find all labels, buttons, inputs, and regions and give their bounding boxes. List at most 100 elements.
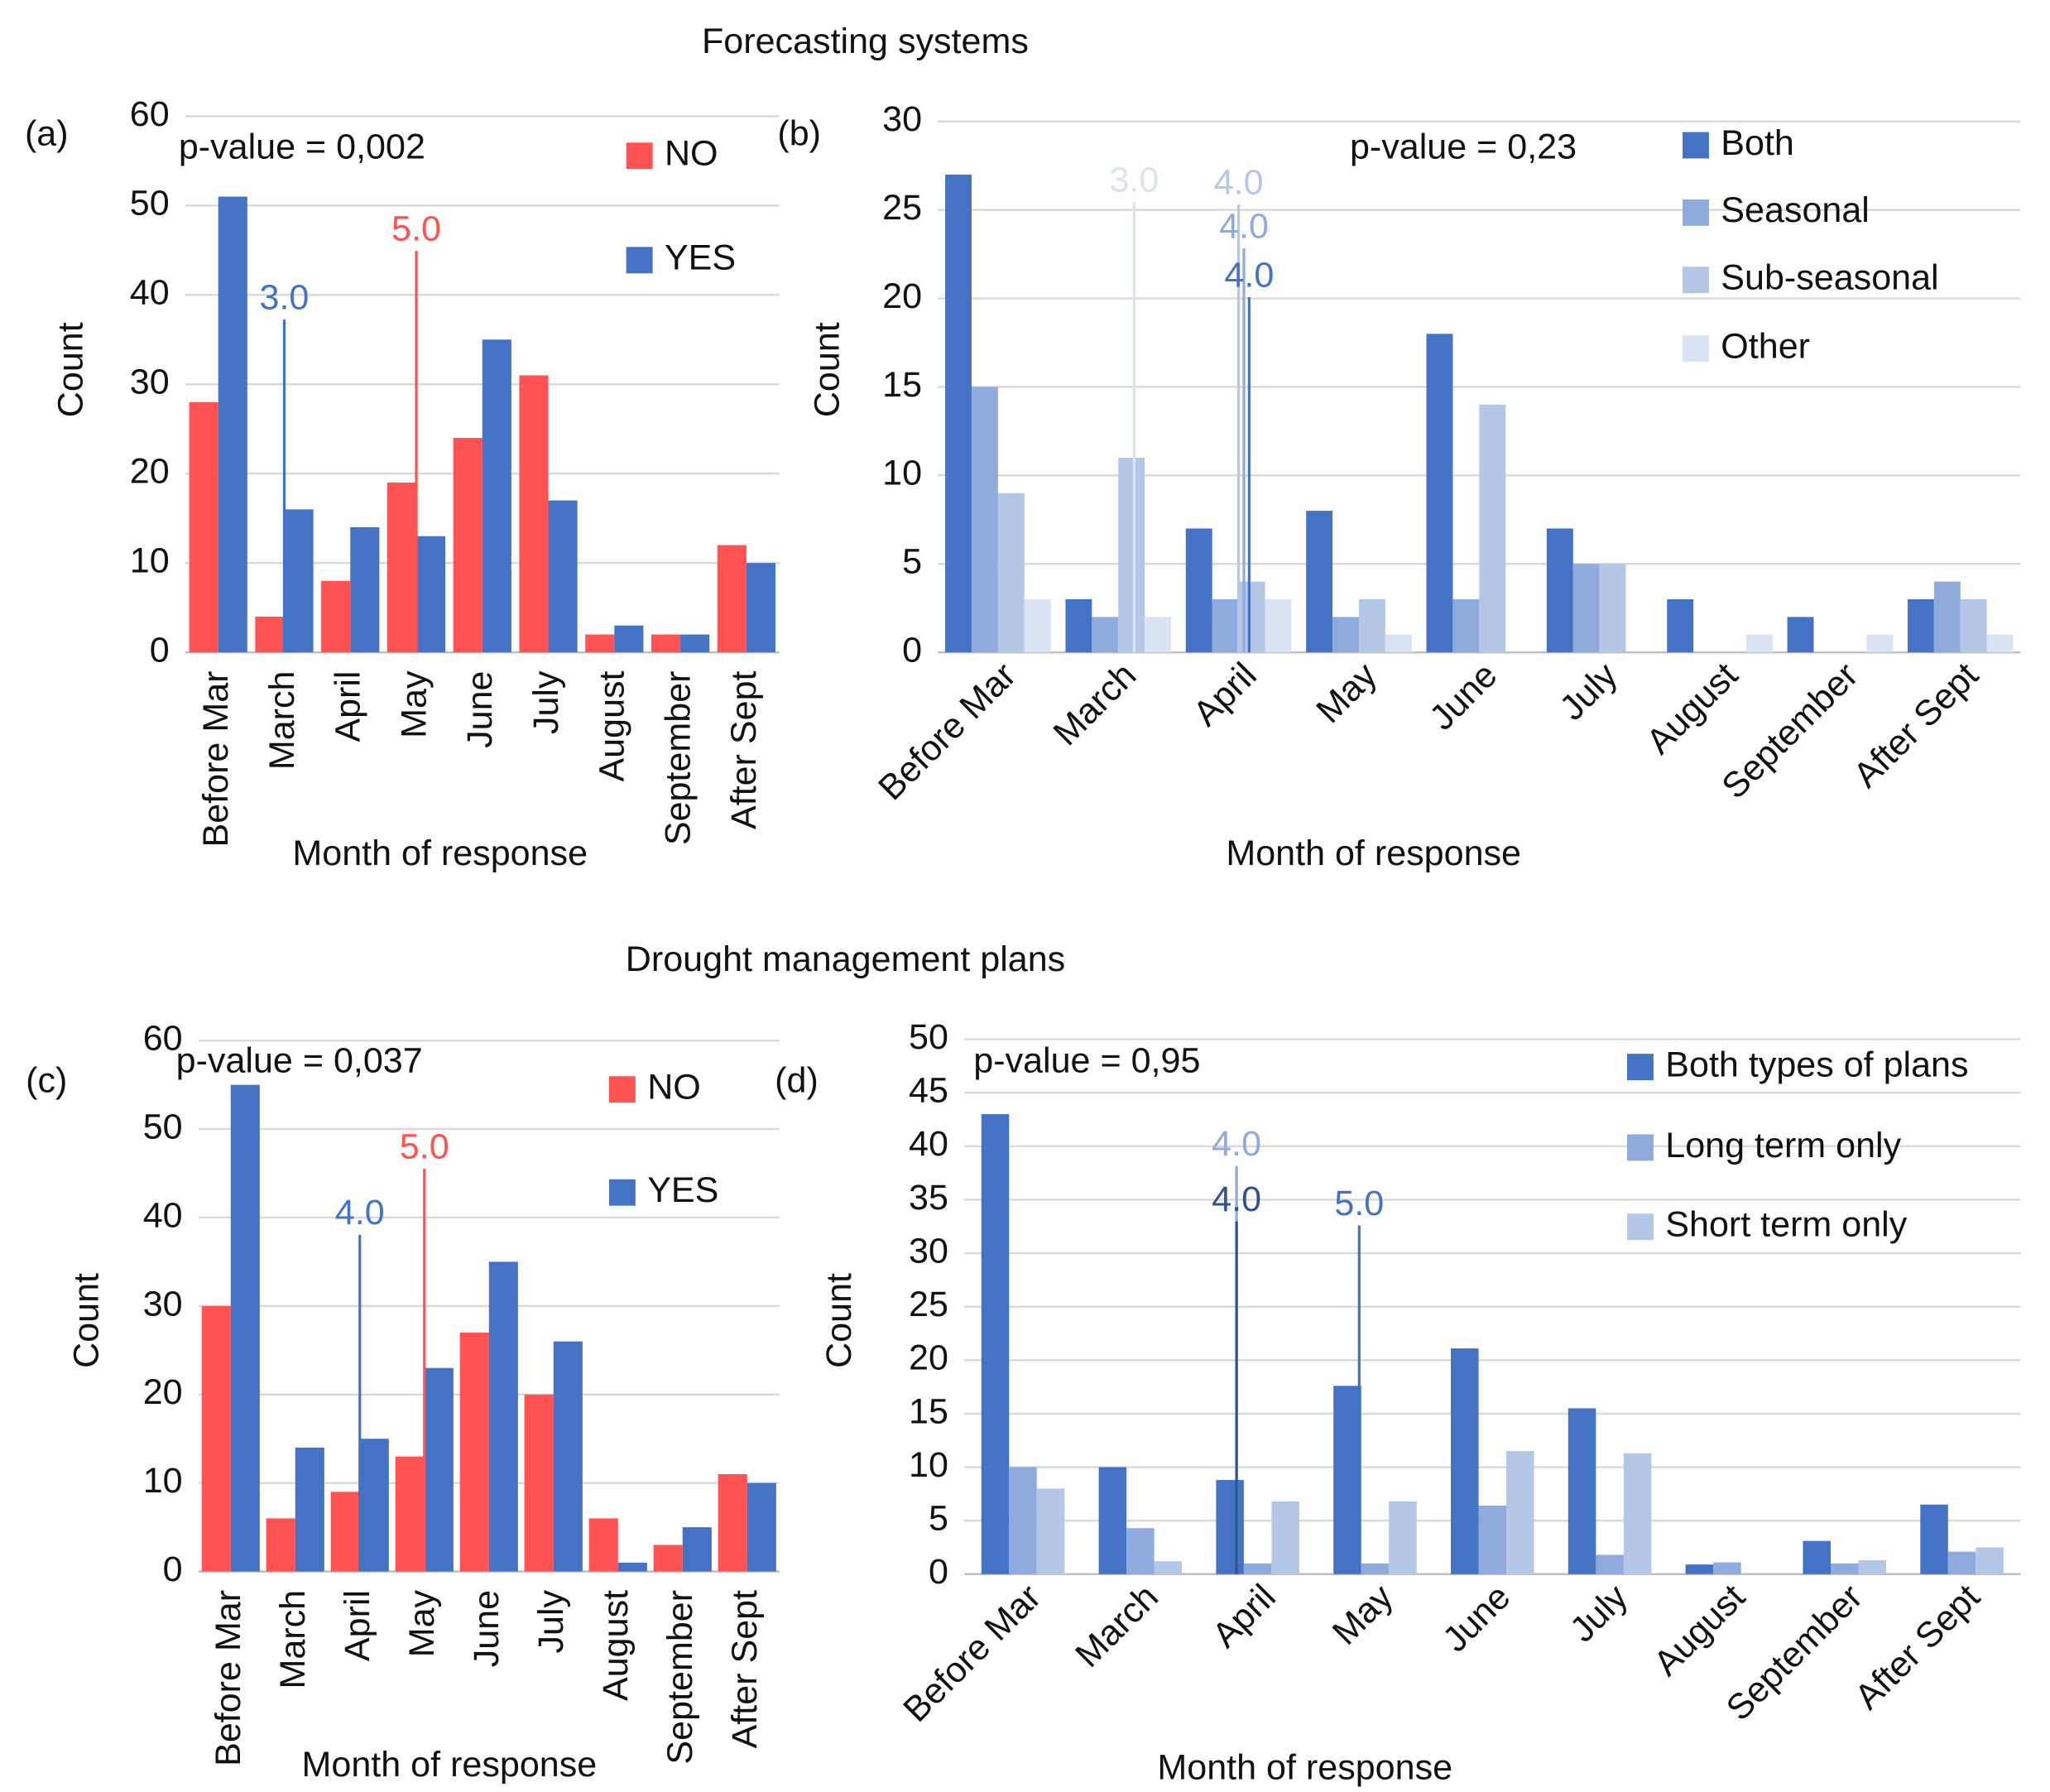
x-tick-label: After Sept (725, 1590, 765, 1749)
bar (1092, 617, 1119, 653)
y-tick-label: 10 (143, 1461, 183, 1501)
annotation: p-value = 0,23 (1350, 127, 1577, 167)
y-tick-label: 60 (130, 94, 170, 134)
y-axis-title: Count (819, 1273, 859, 1368)
y-tick-label: 35 (909, 1178, 948, 1218)
x-tick-label: May (402, 1589, 442, 1657)
bar (459, 1332, 489, 1572)
bar (218, 196, 247, 653)
y-tick-label: 20 (909, 1338, 948, 1378)
bar (482, 339, 511, 653)
bar (1361, 1563, 1390, 1574)
x-tick-label: June (460, 670, 500, 747)
x-tick-label: Before Mar (871, 656, 1024, 809)
bar (255, 616, 285, 653)
bar (1976, 1547, 2004, 1574)
bar (1960, 599, 1987, 653)
bar (1546, 528, 1573, 653)
legend-label: Other (1721, 327, 1810, 367)
y-tick-label: 60 (143, 1019, 183, 1059)
bar (1271, 1501, 1299, 1574)
y-tick-label: 15 (909, 1391, 948, 1431)
legend-label: Long term only (1665, 1126, 1901, 1165)
y-tick-label: 30 (882, 99, 922, 139)
bar (747, 1482, 776, 1572)
bar (585, 634, 615, 653)
x-tick-label: September (658, 670, 698, 845)
bar (971, 387, 998, 653)
y-tick-label: 0 (150, 631, 170, 670)
bar (1358, 599, 1385, 653)
x-tick-label: July (526, 670, 566, 734)
x-tick-label: April (329, 670, 368, 742)
bar (588, 1518, 618, 1572)
bar (1118, 457, 1145, 653)
y-tick-label: 0 (163, 1549, 183, 1589)
bar (1216, 1480, 1244, 1574)
bar (189, 401, 218, 653)
bar (617, 1562, 647, 1572)
bar (1036, 1488, 1065, 1574)
x-tick-label: August (1646, 1577, 1753, 1684)
panel-label: (b) (777, 114, 821, 154)
legend-label: YES (665, 238, 736, 278)
bar (330, 1492, 360, 1572)
y-tick-label: 0 (902, 631, 922, 670)
y-tick-label: 20 (882, 276, 922, 316)
bar (997, 492, 1025, 653)
legend-swatch (1627, 1054, 1654, 1081)
y-tick-label: 50 (130, 184, 170, 223)
bar (1685, 1564, 1714, 1574)
x-tick-label: After Sept (724, 670, 764, 829)
bar (416, 536, 446, 653)
bar (453, 438, 482, 653)
x-axis-title: Month of response (1157, 1747, 1452, 1787)
bar (386, 483, 417, 653)
legend-swatch (608, 1179, 636, 1206)
bar (1024, 599, 1051, 653)
x-tick-label: After Sept (1846, 656, 1985, 795)
x-tick-label: May (1325, 1577, 1401, 1653)
y-tick-label: 50 (143, 1107, 183, 1146)
y-tick-label: 40 (130, 273, 170, 313)
bar (746, 563, 775, 653)
median-label: 5.0 (400, 1127, 449, 1166)
bar (1389, 1501, 1417, 1574)
y-tick-label: 20 (130, 452, 170, 492)
bar (1451, 1348, 1479, 1574)
bar (1479, 404, 1506, 653)
bar (284, 509, 314, 653)
y-axis-title: Count (808, 322, 847, 417)
bar (1185, 528, 1212, 653)
y-tick-label: 15 (882, 365, 922, 405)
bar (718, 1473, 747, 1572)
bar (350, 527, 380, 653)
legend-swatch (1683, 199, 1709, 226)
median-label: 4.0 (1214, 163, 1264, 203)
y-axis-title: Count (51, 322, 91, 417)
bar (981, 1114, 1010, 1574)
legend-swatch (1683, 335, 1709, 363)
y-tick-label: 25 (909, 1285, 948, 1324)
bar (1803, 1540, 1831, 1574)
bar (1599, 564, 1626, 653)
x-tick-label: August (593, 670, 632, 781)
bar (201, 1305, 231, 1572)
bar (1385, 634, 1412, 653)
legend-label: Seasonal (1721, 190, 1870, 230)
annotation: p-value = 0,002 (179, 127, 425, 167)
legend-swatch (1683, 267, 1709, 294)
bar (1243, 1563, 1272, 1574)
x-tick-label: July (1553, 655, 1625, 728)
bar (548, 500, 578, 653)
y-tick-label: 10 (130, 541, 170, 581)
x-tick-label: July (1563, 1577, 1635, 1650)
x-tick-label: After Sept (1847, 1577, 1987, 1717)
panel-label: (c) (26, 1061, 67, 1101)
y-tick-label: 40 (143, 1195, 183, 1235)
bar (1098, 1467, 1127, 1574)
x-tick-label: April (1205, 1577, 1284, 1655)
bar (553, 1341, 583, 1572)
median-label: 4.0 (1212, 1179, 1261, 1219)
